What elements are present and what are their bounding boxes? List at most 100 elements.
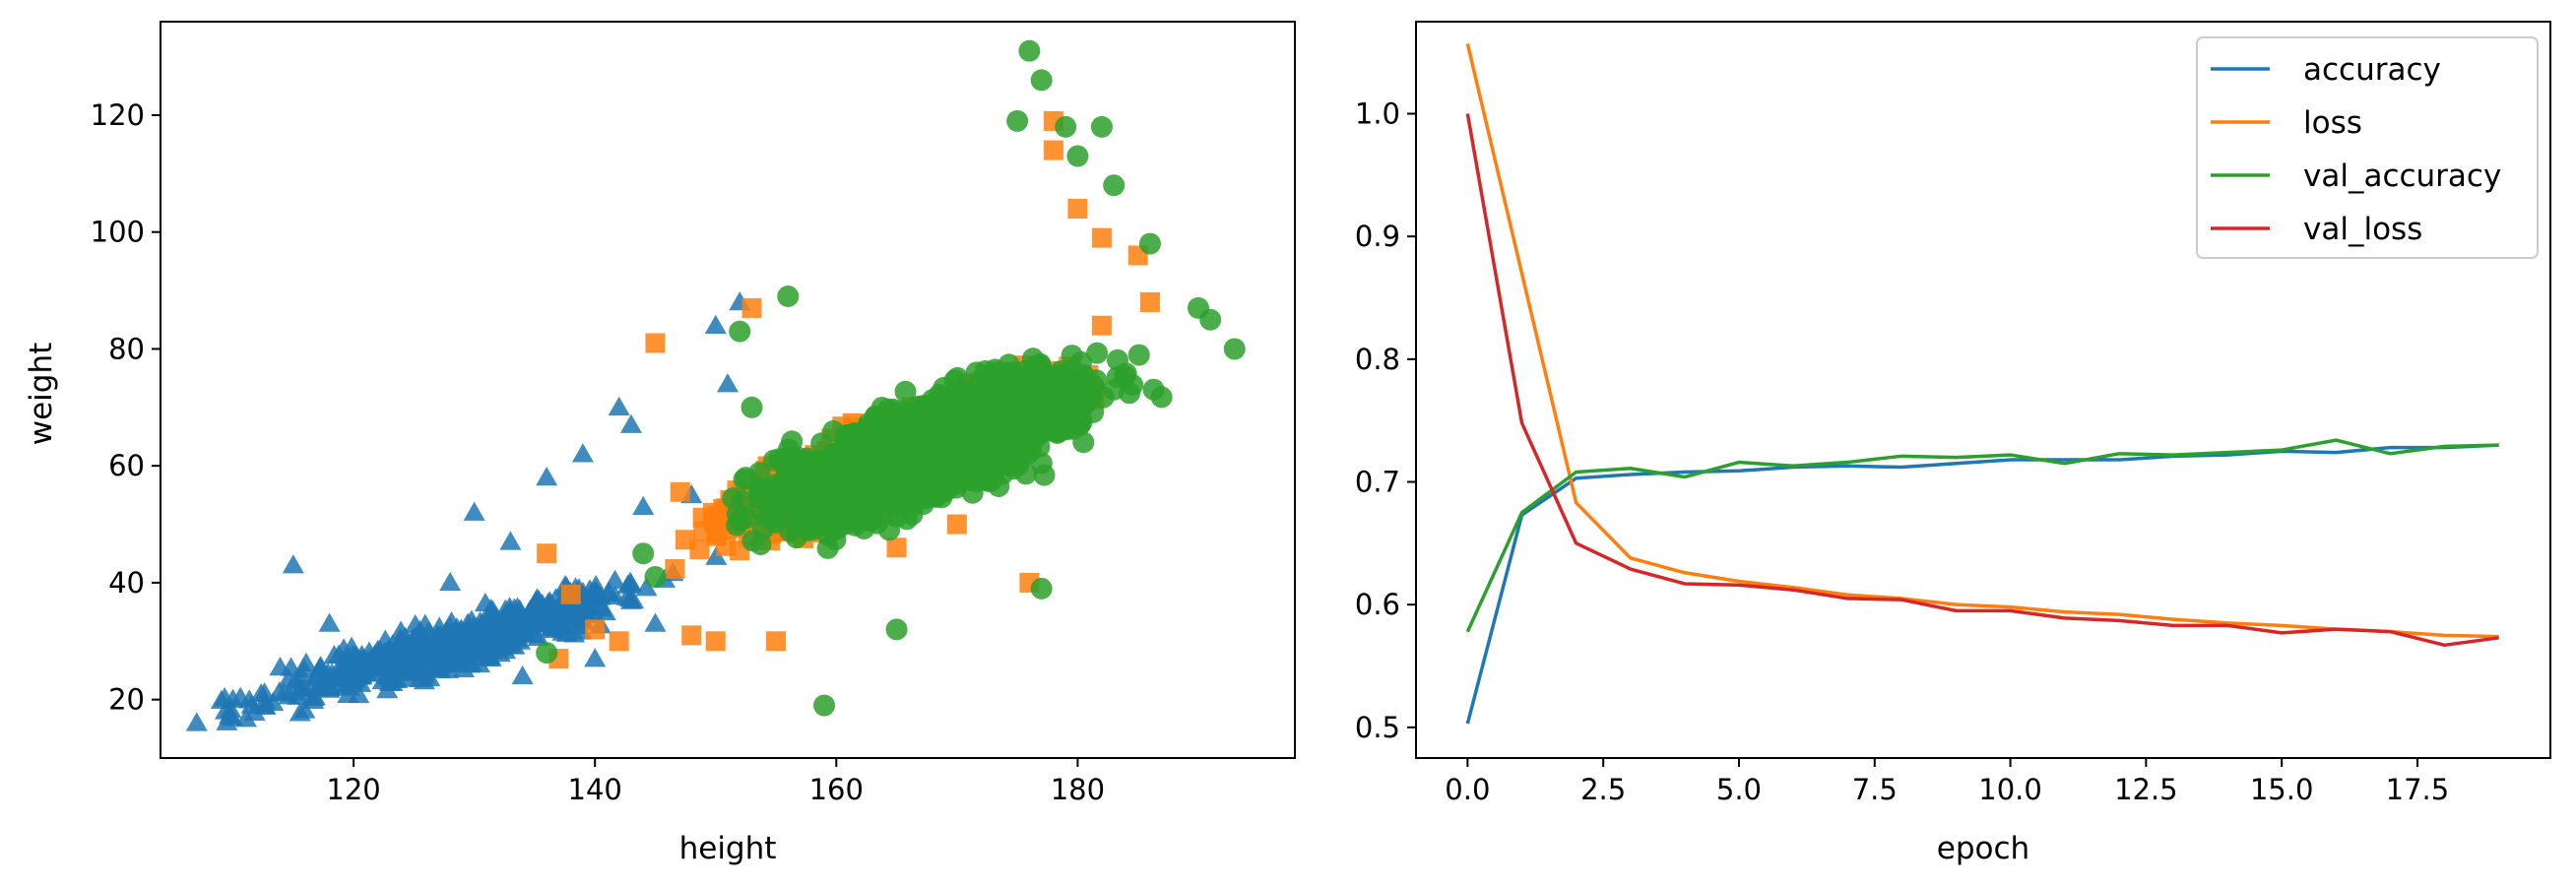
scatter-point-square [537, 543, 557, 564]
scatter-point-triangle [419, 646, 441, 665]
scatter-point-triangle [495, 623, 518, 643]
scatter-point-circle [893, 471, 916, 493]
scatter-point-triangle [704, 314, 727, 334]
scatter-point-square [706, 526, 727, 546]
scatter-point-circle [1018, 39, 1041, 62]
scatter-point-circle [1150, 386, 1173, 409]
scatter-point-circle [886, 451, 909, 474]
scatter-point-square [1091, 227, 1112, 248]
scatter-point-circle [1030, 577, 1053, 600]
scatter-point-circle [1066, 145, 1089, 167]
scatter-point-triangle [445, 617, 468, 637]
line-x-tick-label: 17.5 [2386, 773, 2450, 806]
scatter-point-circle [644, 565, 667, 588]
scatter-point-triangle [571, 443, 594, 463]
line-x-tick-label: 2.5 [1580, 773, 1626, 806]
scatter-point-triangle [473, 643, 495, 663]
scatter-point-triangle [219, 704, 241, 725]
scatter-point-triangle [511, 665, 534, 685]
scatter-point-circle [783, 511, 805, 534]
scatter-point-square [741, 297, 762, 318]
scatter-point-triangle [506, 606, 529, 626]
scatter-point-triangle [604, 585, 626, 605]
line-y-tick-label: 1.0 [1355, 97, 1400, 131]
scatter-point-triangle [459, 625, 482, 645]
scatter-y-tick-label: 20 [108, 683, 145, 717]
scatter-point-triangle [608, 396, 630, 416]
scatter-point-circle [1085, 369, 1108, 392]
scatter-point-circle [813, 494, 836, 517]
scatter-point-circle [883, 410, 906, 432]
scatter-point-circle [824, 529, 847, 551]
scatter-point-circle [806, 470, 829, 492]
scatter-point-triangle [268, 681, 290, 701]
series-line-val-loss [1465, 113, 2499, 648]
scatter-point-triangle [278, 668, 300, 688]
scatter-point-circle [1063, 417, 1085, 440]
scatter-point-circle [894, 380, 917, 403]
scatter-point-circle [903, 436, 926, 459]
scatter-point-circle [972, 428, 995, 451]
scatter-point-circle [858, 468, 880, 490]
scatter-y-axis-label: weight [24, 343, 59, 446]
line-series [1465, 43, 2499, 725]
scatter-point-triangle [254, 695, 277, 715]
scatter-point-circle [1086, 342, 1109, 364]
scatter-point-circle [1037, 411, 1060, 433]
series-line-val-accuracy [1465, 438, 2499, 633]
scatter-point-square [670, 481, 690, 502]
scatter-point-circle [914, 414, 936, 437]
scatter-plot-frame [160, 21, 1296, 759]
scatter-point-circle [935, 478, 958, 501]
scatter-point-circle [885, 618, 908, 641]
scatter-point-triangle [390, 620, 413, 640]
scatter-x-tick-label: 120 [326, 773, 380, 806]
scatter-point-triangle [536, 467, 558, 486]
scatter-point-triangle [469, 653, 491, 673]
scatter-point-circle [729, 320, 751, 343]
scatter-point-triangle [439, 571, 462, 592]
line-y-tick-label: 0.8 [1355, 343, 1400, 376]
scatter-point-triangle [385, 668, 408, 689]
scatter-point-circle [1021, 348, 1044, 370]
scatter-point-triangle [222, 688, 244, 708]
scatter-point-triangle [541, 616, 563, 636]
scatter-point-circle [951, 426, 974, 449]
scatter-y-tick-label: 60 [108, 449, 145, 482]
line-x-tick-label: 7.5 [1852, 773, 1898, 806]
scatter-point-triangle [318, 612, 341, 632]
scatter-point-circle [845, 491, 868, 514]
scatter-point-square [665, 558, 685, 579]
scatter-point-circle [902, 493, 925, 516]
scatter-point-square [886, 538, 907, 558]
scatter-point-triangle [282, 554, 304, 574]
scatter-point-circle [953, 382, 976, 405]
line-x-tick-label: 10.0 [1978, 773, 2042, 806]
scatter-point-triangle [303, 686, 326, 706]
scatter-point-circle [1127, 344, 1150, 366]
scatter-point-square [1043, 140, 1063, 160]
scatter-x-tick-label: 180 [1051, 773, 1105, 806]
line-axes-ticks: 0.0 2.5 5.0 7.5 10.0 12.5 15.0 17.5 0.5 0.6 0.7 0.8… [1355, 97, 2449, 807]
scatter-point-triangle [499, 531, 522, 550]
scatter-point-triangle [311, 667, 334, 687]
scatter-point-triangle [293, 699, 316, 719]
legend: accuracy loss val_accuracy val_loss [2196, 36, 2539, 259]
line-y-tick-label: 0.7 [1355, 466, 1400, 499]
scatter-point-triangle [280, 657, 302, 676]
scatter-point-circle [939, 455, 962, 477]
scatter-point-triangle [717, 373, 739, 393]
line-x-axis-label: epoch [1937, 831, 2029, 866]
legend-label: accuracy [2303, 52, 2441, 88]
scatter-point-circle [741, 396, 763, 418]
line-y-tick-label: 0.6 [1355, 588, 1400, 621]
legend-label: val_loss [2303, 212, 2422, 247]
scatter-point-triangle [632, 495, 655, 515]
scatter-point-circle [778, 438, 801, 461]
scatter-points [185, 39, 1246, 731]
scatter-point-square [705, 631, 726, 652]
scatter-point-triangle [616, 574, 639, 594]
scatter-point-triangle [351, 665, 373, 684]
scatter-point-triangle [234, 708, 257, 728]
scatter-y-tick-label: 80 [108, 332, 145, 365]
